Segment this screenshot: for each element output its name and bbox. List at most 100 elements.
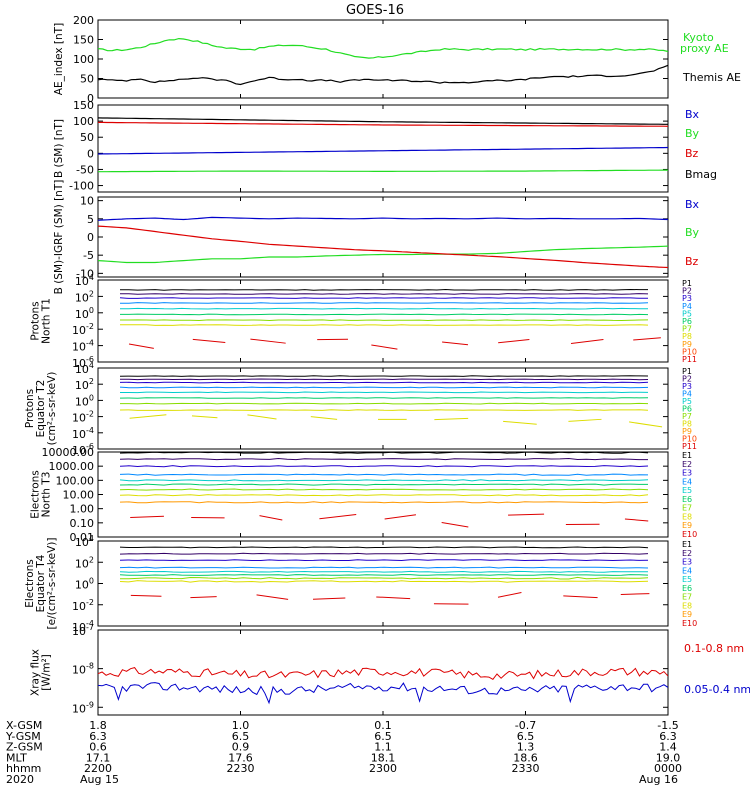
axis-row-label: hhmm (6, 762, 41, 775)
low-flux-segment (128, 343, 154, 349)
low-flux-segment (568, 418, 602, 422)
flux-channel-line (119, 457, 648, 461)
low-flux-segment (570, 338, 604, 344)
low-flux-segment (256, 594, 289, 600)
y-tick-label: 10-2 (72, 410, 94, 425)
legend-channel: P4 (682, 390, 692, 399)
legend-channel: E7 (682, 504, 692, 513)
series-line-kyoto-proxy-ae (98, 37, 668, 59)
y-axis-label: Equator T2 (35, 380, 47, 438)
low-flux-segment (190, 596, 217, 599)
panel-bsm: 150 100 50 0 -50 -100 B (SM) [nT] Bx By Bz Bmag (53, 99, 717, 193)
axis-value: 0.6 (89, 741, 107, 754)
tick-base: 10 (72, 428, 86, 441)
low-flux-segment (191, 415, 218, 419)
data-layer-e4 (119, 546, 650, 605)
tick-exponent: -8 (86, 662, 94, 671)
panel-frame-p1 (97, 279, 669, 363)
y-tick-label: 104 (75, 361, 94, 376)
flux-channel-line (120, 293, 649, 295)
low-flux-segment (312, 597, 346, 600)
legend-channel: P6 (682, 405, 692, 414)
y-tick-label: 104 (75, 273, 94, 288)
tick-exponent: 2 (89, 377, 94, 386)
legend-bz: Bz (685, 147, 699, 160)
axis-row-label: Z-GSM (6, 741, 43, 754)
legend-channel: P7 (682, 412, 692, 421)
series-line-bz (98, 121, 668, 127)
y-tick-label: 50 (80, 131, 94, 144)
tick-exponent: -4 (86, 339, 94, 348)
tick-exponent: -2 (86, 410, 94, 419)
legend-xray-short: 0.05-0.4 nm (684, 683, 750, 696)
flux-channel-line (119, 386, 649, 389)
legend-channel: E4 (682, 566, 692, 575)
flux-channel-line (119, 381, 649, 384)
flux-channel-line (120, 307, 648, 310)
y-axis-label: Electrons (30, 470, 42, 519)
flux-channel-line (120, 402, 649, 405)
legend-channel: P11 (682, 355, 697, 364)
legend-channel: E6 (682, 495, 692, 504)
y-axis-label: B (SM)-IGRF (SM) [nT] (53, 180, 65, 295)
flux-channel-line (119, 574, 649, 576)
y-tick-label: 100 (73, 115, 94, 128)
y-tick-label: 10-4 (72, 619, 94, 634)
y-axis-label: Xray flux (30, 649, 42, 696)
legend-channel: E1 (682, 540, 692, 549)
legend-bx: Bx (685, 108, 700, 121)
low-flux-segment (620, 593, 650, 595)
y-tick-label: 0 (87, 92, 94, 105)
legend-channel: P7 (682, 325, 692, 334)
tick-exponent: -2 (86, 598, 94, 607)
figure-title: GOES-16 (346, 3, 404, 18)
y-tick-label: -50 (76, 163, 94, 176)
low-flux-segment (384, 514, 417, 520)
y-tick-label: 200 (73, 14, 94, 27)
tick-base: 10 (72, 324, 86, 337)
y-axis-label: AE_index [nT] (53, 23, 65, 95)
y-tick-label: 50 (80, 73, 94, 86)
y-axis-label: North T1 (41, 298, 53, 344)
y-axis-label: Protons (30, 301, 42, 340)
y-tick-label: 150 (73, 99, 94, 112)
data-layer-bigrf (98, 216, 668, 269)
axis-value: 1.8 (89, 719, 107, 732)
y-tick-label: 100 (75, 577, 94, 592)
legend-channel: E8 (682, 512, 692, 521)
y-tick-label: 102 (75, 555, 94, 570)
low-flux-segment (508, 513, 545, 516)
tick-exponent: 4 (89, 361, 94, 370)
legend-channel: P3 (682, 382, 692, 391)
tick-exponent: -6 (86, 442, 94, 451)
tick-exponent: 0 (89, 393, 94, 402)
panel-frame-bigrf (97, 196, 669, 278)
y-tick-label: 1000.00 (49, 460, 95, 473)
axis-value: 6.3 (659, 730, 677, 743)
panel-bigrf: 10 5 0 -5 -10 B (SM)-IGRF (SM) [nT] Bx By Bz (53, 180, 700, 295)
y-tick-label: 100 (73, 53, 94, 66)
y-axis-label: Electrons (24, 559, 36, 608)
flux-channel-line (119, 488, 649, 491)
tick-exponent: 4 (89, 534, 94, 543)
flux-channel-line (119, 409, 649, 411)
series-line-bx (98, 146, 668, 155)
data-layer-ae (98, 37, 668, 86)
legend-channel: E3 (682, 469, 692, 478)
xray-series-line (98, 682, 668, 705)
axis-value: 0000 (654, 762, 682, 775)
legend-kyoto: Kyoto (683, 31, 714, 44)
low-flux-segment (319, 513, 357, 520)
panel-frame-ae (97, 19, 669, 99)
flux-channel-line (120, 391, 649, 394)
legend-channel: E10 (682, 619, 697, 628)
axis-value: 18.6 (513, 751, 538, 764)
low-flux-segment (442, 341, 469, 346)
axis-value: 19.0 (656, 751, 681, 764)
low-flux-segment (247, 414, 277, 420)
low-flux-segment (633, 337, 661, 341)
y-axis-label: [e/(cm²-s-sr-keV)] (46, 538, 58, 630)
axis-row-label: Y-GSM (5, 730, 41, 743)
y-tick-label: 10-8 (72, 662, 94, 677)
